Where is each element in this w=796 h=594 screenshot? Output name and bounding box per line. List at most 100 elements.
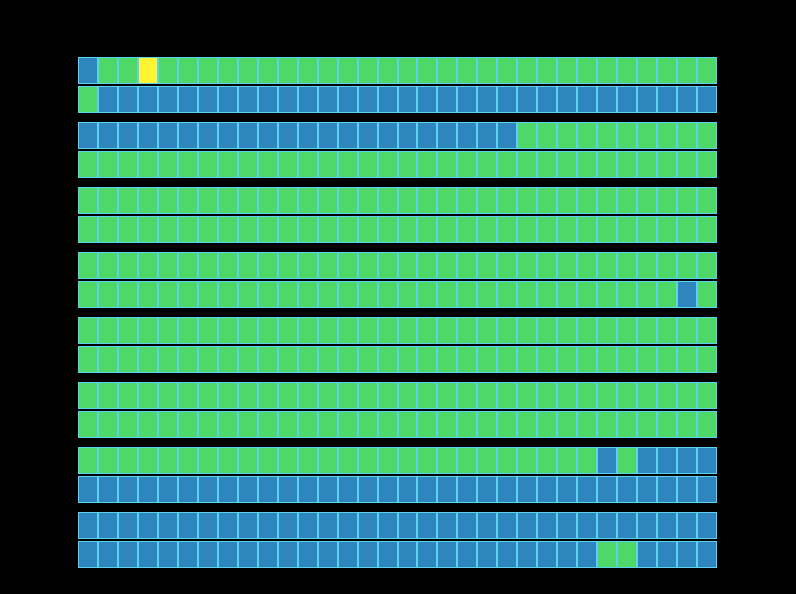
grid-cell-green[interactable] — [477, 317, 498, 344]
grid-cell-green[interactable] — [197, 252, 218, 279]
grid-cell-green[interactable] — [197, 216, 218, 243]
grid-cell-green[interactable] — [137, 281, 158, 308]
grid-cell-blue[interactable] — [97, 512, 118, 539]
grid-cell-blue[interactable] — [377, 86, 398, 113]
grid-cell-blue[interactable] — [577, 86, 598, 113]
grid-cell-green[interactable] — [417, 216, 438, 243]
grid-cell-green[interactable] — [557, 216, 578, 243]
grid-cell-green[interactable] — [377, 411, 398, 438]
grid-cell-green[interactable] — [517, 346, 538, 373]
grid-cell-green[interactable] — [477, 346, 498, 373]
grid-cell-blue[interactable] — [457, 541, 478, 568]
grid-cell-green[interactable] — [177, 57, 198, 84]
grid-cell-green[interactable] — [477, 151, 498, 178]
grid-cell-green[interactable] — [697, 411, 718, 438]
grid-cell-green[interactable] — [457, 252, 478, 279]
grid-cell-blue[interactable] — [78, 512, 98, 539]
grid-cell-green[interactable] — [617, 281, 638, 308]
grid-cell-blue[interactable] — [557, 86, 578, 113]
grid-cell-blue[interactable] — [217, 86, 238, 113]
grid-cell-green[interactable] — [357, 151, 378, 178]
grid-cell-green[interactable] — [277, 317, 298, 344]
grid-cell-green[interactable] — [377, 281, 398, 308]
grid-cell-blue[interactable] — [597, 512, 618, 539]
grid-cell-green[interactable] — [477, 187, 498, 214]
grid-cell-blue[interactable] — [477, 476, 498, 503]
grid-cell-green[interactable] — [177, 187, 198, 214]
grid-cell-blue[interactable] — [237, 512, 258, 539]
grid-cell-green[interactable] — [637, 411, 658, 438]
grid-cell-green[interactable] — [317, 346, 338, 373]
grid-cell-green[interactable] — [137, 187, 158, 214]
grid-cell-green[interactable] — [697, 252, 718, 279]
grid-cell-green[interactable] — [437, 187, 458, 214]
grid-cell-green[interactable] — [577, 317, 598, 344]
grid-cell-green[interactable] — [637, 122, 658, 149]
grid-cell-blue[interactable] — [297, 122, 318, 149]
grid-cell-green[interactable] — [397, 346, 418, 373]
grid-cell-green[interactable] — [677, 411, 698, 438]
grid-cell-green[interactable] — [177, 317, 198, 344]
grid-cell-green[interactable] — [537, 447, 558, 474]
grid-cell-blue[interactable] — [217, 122, 238, 149]
grid-cell-green[interactable] — [257, 187, 278, 214]
grid-cell-green[interactable] — [277, 187, 298, 214]
grid-cell-green[interactable] — [377, 346, 398, 373]
grid-cell-blue[interactable] — [97, 476, 118, 503]
grid-cell-green[interactable] — [497, 187, 518, 214]
grid-cell-green[interactable] — [237, 216, 258, 243]
grid-cell-green[interactable] — [177, 151, 198, 178]
grid-cell-green[interactable] — [677, 317, 698, 344]
grid-cell-green[interactable] — [317, 187, 338, 214]
grid-cell-green[interactable] — [237, 411, 258, 438]
grid-cell-blue[interactable] — [317, 476, 338, 503]
grid-cell-green[interactable] — [597, 346, 618, 373]
grid-cell-green[interactable] — [457, 382, 478, 409]
grid-cell-green[interactable] — [117, 382, 138, 409]
grid-cell-green[interactable] — [397, 382, 418, 409]
grid-cell-green[interactable] — [97, 187, 118, 214]
grid-cell-green[interactable] — [197, 346, 218, 373]
grid-cell-green[interactable] — [637, 252, 658, 279]
grid-cell-green[interactable] — [277, 411, 298, 438]
grid-cell-blue[interactable] — [197, 476, 218, 503]
grid-cell-green[interactable] — [337, 187, 358, 214]
grid-cell-green[interactable] — [357, 317, 378, 344]
grid-cell-blue[interactable] — [537, 512, 558, 539]
grid-cell-green[interactable] — [257, 346, 278, 373]
grid-cell-green[interactable] — [697, 216, 718, 243]
grid-cell-green[interactable] — [157, 411, 178, 438]
grid-cell-green[interactable] — [177, 281, 198, 308]
grid-cell-green[interactable] — [697, 382, 718, 409]
grid-cell-green[interactable] — [157, 281, 178, 308]
grid-cell-blue[interactable] — [337, 86, 358, 113]
grid-cell-green[interactable] — [657, 411, 678, 438]
grid-cell-green[interactable] — [357, 281, 378, 308]
grid-cell-blue[interactable] — [357, 122, 378, 149]
grid-cell-green[interactable] — [457, 57, 478, 84]
grid-cell-blue[interactable] — [397, 476, 418, 503]
grid-cell-blue[interactable] — [137, 541, 158, 568]
grid-cell-green[interactable] — [297, 252, 318, 279]
grid-cell-blue[interactable] — [157, 476, 178, 503]
grid-cell-green[interactable] — [417, 317, 438, 344]
grid-cell-blue[interactable] — [697, 541, 718, 568]
grid-cell-green[interactable] — [78, 317, 98, 344]
grid-cell-green[interactable] — [177, 382, 198, 409]
grid-cell-green[interactable] — [517, 187, 538, 214]
grid-cell-green[interactable] — [197, 447, 218, 474]
grid-cell-green[interactable] — [97, 411, 118, 438]
grid-cell-green[interactable] — [537, 346, 558, 373]
grid-cell-blue[interactable] — [417, 86, 438, 113]
grid-cell-green[interactable] — [78, 447, 98, 474]
grid-cell-green[interactable] — [337, 151, 358, 178]
grid-cell-blue[interactable] — [497, 476, 518, 503]
grid-cell-blue[interactable] — [297, 86, 318, 113]
grid-cell-green[interactable] — [137, 447, 158, 474]
grid-cell-blue[interactable] — [597, 476, 618, 503]
grid-cell-green[interactable] — [477, 447, 498, 474]
grid-cell-green[interactable] — [217, 411, 238, 438]
grid-cell-blue[interactable] — [417, 541, 438, 568]
grid-cell-blue[interactable] — [457, 512, 478, 539]
grid-cell-green[interactable] — [597, 317, 618, 344]
